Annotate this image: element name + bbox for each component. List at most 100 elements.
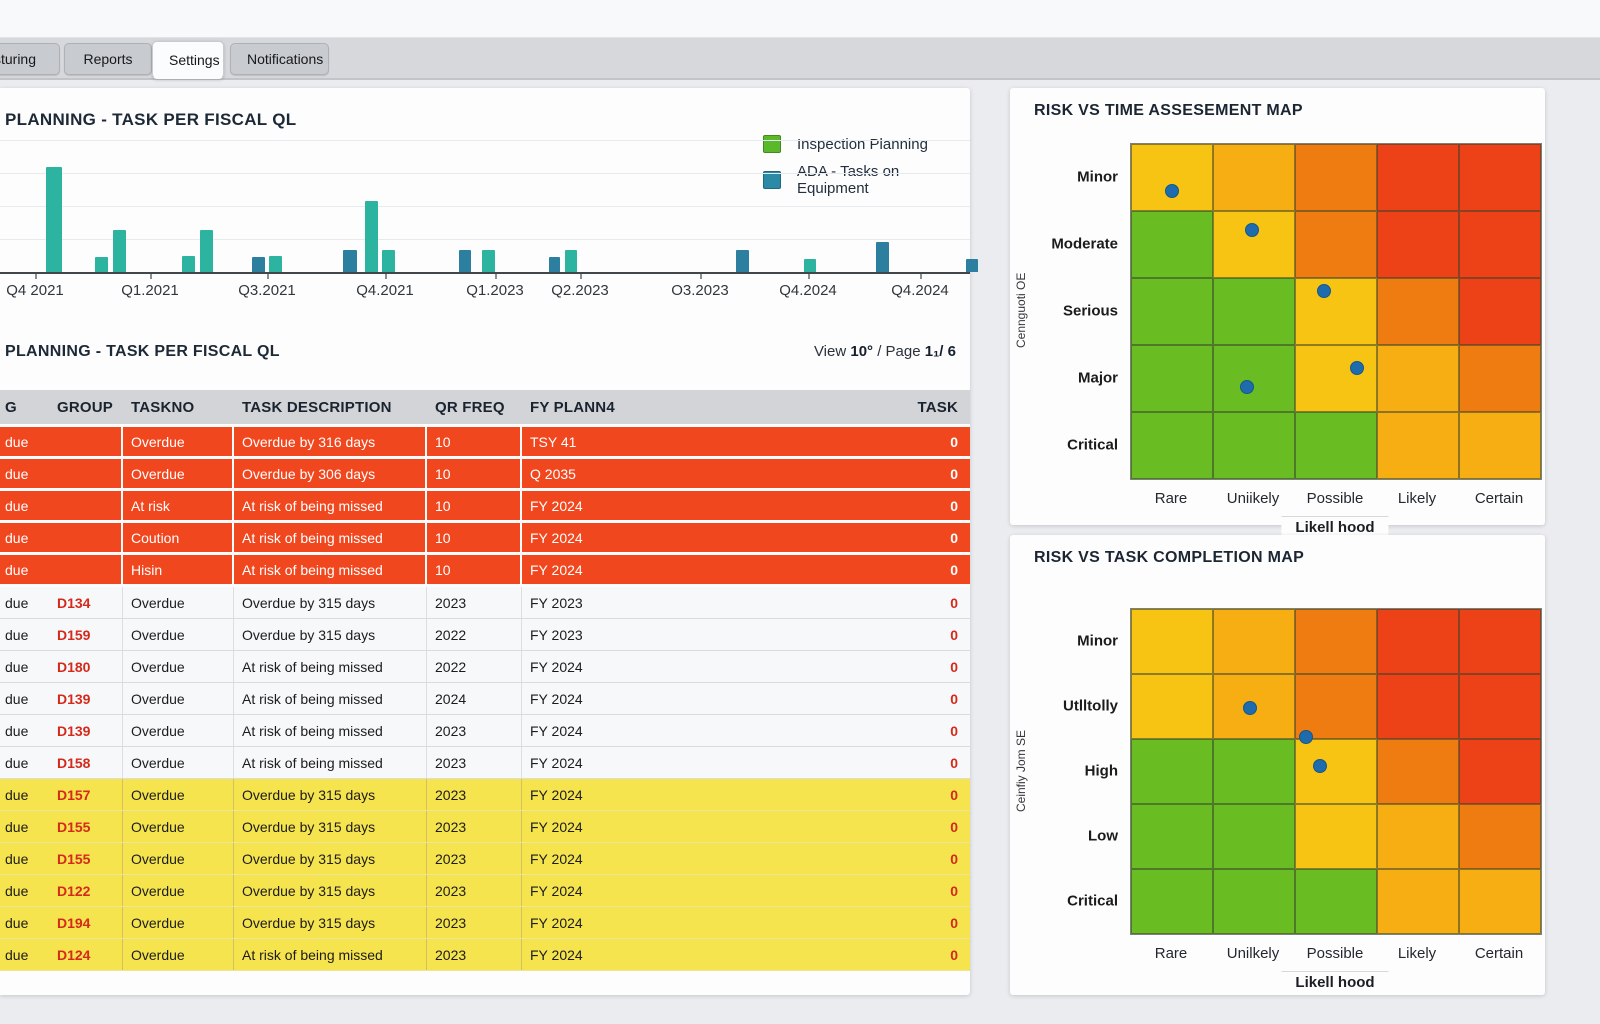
row-label-low: Low <box>1088 827 1118 844</box>
column-header-g[interactable]: G <box>5 398 17 416</box>
column-header-task-description[interactable]: TASK DESCRIPTION <box>242 398 392 416</box>
table-cell: At risk of being missed <box>234 523 427 552</box>
table-cell: 10 <box>427 523 522 552</box>
x-tick-label: Q1.2023 <box>466 282 524 299</box>
table-cell: due <box>5 626 29 643</box>
legend-item[interactable]: ADA - Tasks on Equipment <box>763 163 968 197</box>
axis-tick <box>580 274 582 279</box>
table-row[interactable]: due D180 Overdue At risk of being missed 202… <box>0 651 970 683</box>
row-label-minor: Minor <box>1077 168 1118 185</box>
column-header-taskno[interactable]: TASKNO <box>131 398 195 416</box>
table-cell: D134 <box>50 587 123 618</box>
row-label-minor: Minor <box>1077 632 1118 649</box>
risk-cell <box>1377 609 1459 674</box>
table-row[interactable]: due D134 Overdue Overdue by 315 days 2023 FY … <box>0 587 970 619</box>
tab-notifications[interactable]: Notifications <box>230 43 329 75</box>
risk-grid <box>1130 608 1542 935</box>
table-cell: 0 <box>950 754 958 771</box>
table-cell: D139 <box>50 683 123 714</box>
table-cell: At risk of being missed <box>234 747 427 778</box>
table-cell: D157 <box>50 779 123 810</box>
table-cell: FY 2024 <box>530 850 583 867</box>
gridline <box>0 239 970 240</box>
table-cell: 2023 <box>427 907 522 938</box>
risk-cell <box>1295 345 1377 412</box>
table-cell: due <box>5 722 29 739</box>
table-cell: due <box>5 914 29 931</box>
table-cell: Overdue by 315 days <box>234 779 427 810</box>
table-row[interactable]: due Coution At risk of being missed 10 FY 20… <box>0 523 970 555</box>
table-cell: 2023 <box>427 715 522 746</box>
row-label-major: Major <box>1077 369 1118 386</box>
table-cell: Overdue <box>123 683 234 714</box>
risk-cell <box>1131 804 1213 869</box>
table-cell: D139 <box>50 715 123 746</box>
table-cell: Overdue <box>123 811 234 842</box>
table-cell: D124 <box>50 939 123 970</box>
table-cell: Overdue <box>123 427 234 456</box>
table-row[interactable]: due D124 Overdue At risk of being missed 202… <box>0 939 970 971</box>
table-row[interactable]: due Overdue Overdue by 316 days 10 TSY 41 0 <box>0 427 970 459</box>
table-row[interactable]: due D139 Overdue At risk of being missed 202… <box>0 715 970 747</box>
table-row[interactable]: due D157 Overdue Overdue by 315 days 2023 FY … <box>0 779 970 811</box>
table-pager[interactable]: View 10° / Page 1₁/ 6 <box>814 343 956 360</box>
chart-bar <box>549 257 560 272</box>
table-cell: D194 <box>50 907 123 938</box>
table-cell: 2024 <box>427 683 522 714</box>
chart-bar <box>252 257 265 272</box>
x-tick-label: Q4.2024 <box>779 282 837 299</box>
table-cell: FY 2024 <box>530 946 583 963</box>
table-row[interactable]: due D139 Overdue At risk of being missed 202… <box>0 683 970 715</box>
column-header-group[interactable]: GROUP <box>57 398 114 416</box>
table-cell: FY 2024 <box>530 754 583 771</box>
table-row[interactable]: due D155 Overdue Overdue by 315 days 2023 FY … <box>0 843 970 875</box>
table-cell: Overdue by 315 days <box>234 843 427 874</box>
table-row[interactable]: due D159 Overdue Overdue by 315 days 2022 FY … <box>0 619 970 651</box>
row-label-high: High <box>1084 762 1118 779</box>
table-cell: FY 2023 <box>530 626 583 643</box>
table-row[interactable]: due D155 Overdue Overdue by 315 days 2023 FY … <box>0 811 970 843</box>
pager-page-number[interactable]: 1₁/ 6 <box>924 343 956 360</box>
table-cell: Overdue by 306 days <box>234 459 427 488</box>
table-row[interactable]: due Overdue Overdue by 306 days 10 Q 2035 0 <box>0 459 970 491</box>
risk-time-panel: RISK VS TIME ASSESEMENT MAP Cennguoti OE… <box>1010 88 1545 538</box>
table-row[interactable]: due Hisin At risk of being missed 10 FY 2024… <box>0 555 970 587</box>
legend-swatch <box>763 135 781 153</box>
legend-label: ADA - Tasks on Equipment <box>797 163 900 197</box>
table-cell: At risk of being missed <box>234 715 427 746</box>
table-row[interactable]: due At risk At risk of being missed 10 FY 20… <box>0 491 970 523</box>
table-cell: Q 2035 <box>530 465 576 482</box>
column-header-task[interactable]: TASK <box>917 398 958 416</box>
table-row[interactable]: due D122 Overdue Overdue by 315 days 2023 FY … <box>0 875 970 907</box>
window-top-strip <box>0 0 1600 38</box>
x-tick-label: Q4.2021 <box>356 282 414 299</box>
tab-reports[interactable]: Reports <box>64 43 152 75</box>
pager-page-size[interactable]: 10° <box>850 343 874 360</box>
column-header-fy-plann4[interactable]: FY PLANN4 <box>530 398 615 416</box>
table-cell: 10 <box>427 555 522 584</box>
table-cell: 0 <box>950 529 958 546</box>
chart-bar <box>482 250 495 272</box>
risk-cell <box>1131 144 1213 211</box>
chart-bar <box>966 259 978 272</box>
chart-bar <box>382 250 395 272</box>
table-row[interactable]: due D158 Overdue At risk of being missed 202… <box>0 747 970 779</box>
table-row[interactable]: due D194 Overdue Overdue by 315 days 2023 FY … <box>0 907 970 939</box>
risk-dot <box>1350 360 1365 375</box>
tab-sturing[interactable]: sturing <box>0 43 60 75</box>
chart-legend: Inspection Planning ADA - Tasks on Equipm… <box>763 135 968 207</box>
risk-cell <box>1213 412 1295 479</box>
tab-settings[interactable]: Settings <box>152 41 224 79</box>
legend-item[interactable]: Inspection Planning <box>763 135 968 153</box>
chart-bar <box>459 250 471 272</box>
risk-dot <box>1299 730 1314 745</box>
table-body: due Overdue Overdue by 316 days 10 TSY 41 0 du… <box>0 427 970 971</box>
risk-cell <box>1295 869 1377 934</box>
risk-cell <box>1459 278 1541 345</box>
legend-label: Inspection Planning <box>797 135 928 153</box>
risk-cell <box>1377 739 1459 804</box>
risk-cell <box>1131 345 1213 412</box>
chart-bar <box>343 250 357 272</box>
column-header-qr-freq[interactable]: QR FREQ <box>435 398 505 416</box>
table-cell: 2023 <box>427 939 522 970</box>
